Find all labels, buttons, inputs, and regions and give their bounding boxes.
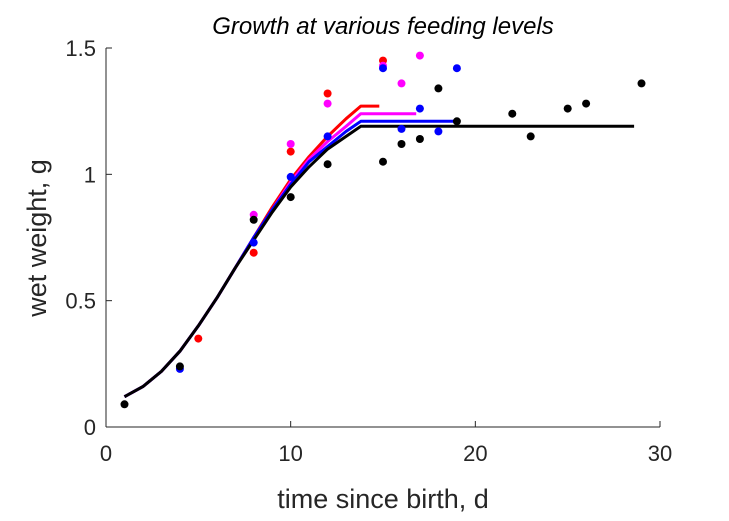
data-point	[415, 51, 424, 60]
data-point	[526, 132, 535, 141]
model-curves	[123, 104, 635, 399]
y-axis-label: wet weight, g	[22, 159, 52, 318]
x-tick-label: 30	[648, 441, 672, 466]
data-point	[415, 135, 424, 143]
x-tick-label: 0	[100, 441, 112, 466]
data-point	[582, 99, 591, 108]
data-point	[397, 124, 406, 133]
data-point	[323, 132, 332, 141]
data-points	[120, 51, 646, 409]
data-point	[175, 362, 184, 371]
data-point	[286, 172, 295, 181]
chart-title: Growth at various feeding levels	[212, 13, 554, 40]
y-tick-label: 0	[84, 415, 96, 440]
data-point	[379, 64, 387, 73]
y-tick-label: 0.5	[65, 289, 96, 314]
data-point	[286, 147, 295, 156]
x-tick-label: 10	[278, 441, 302, 466]
data-point	[323, 89, 332, 98]
y-tick-label: 1.5	[65, 36, 96, 61]
data-point	[434, 84, 443, 93]
data-point	[637, 79, 646, 88]
data-point	[286, 193, 295, 202]
x-tick-label: 20	[463, 441, 487, 466]
data-point	[379, 157, 387, 166]
x-axis-label: time since birth, d	[277, 484, 489, 514]
model-curve	[123, 124, 635, 399]
data-point	[397, 79, 406, 88]
data-point	[397, 140, 406, 148]
model-curve	[123, 112, 417, 399]
data-point	[323, 160, 332, 169]
data-point	[249, 248, 258, 257]
data-point	[120, 400, 129, 409]
data-point	[194, 334, 203, 343]
data-point	[563, 104, 572, 113]
data-point	[415, 104, 424, 113]
data-point	[434, 127, 443, 136]
data-point	[249, 238, 258, 247]
data-point	[323, 99, 332, 108]
data-point	[452, 117, 461, 126]
data-point	[508, 109, 517, 118]
axes: 0 10 20 30 0 0.5 1 1.5	[65, 36, 672, 466]
data-point	[249, 215, 258, 224]
data-point	[452, 64, 461, 73]
y-tick-label: 1	[84, 162, 96, 187]
data-point	[286, 140, 295, 148]
